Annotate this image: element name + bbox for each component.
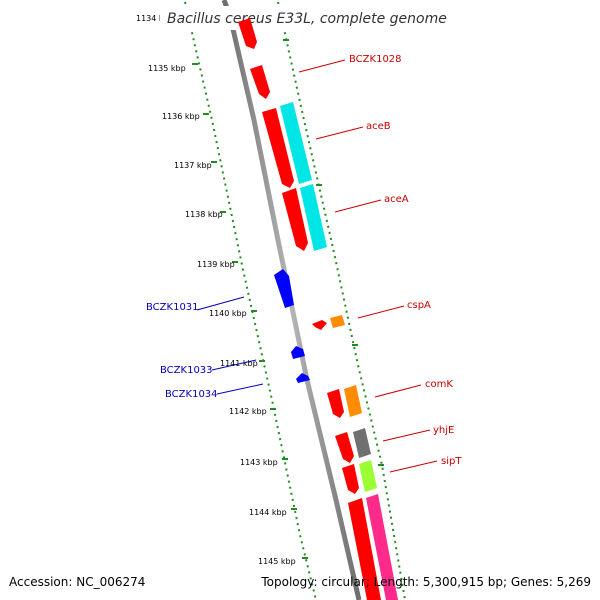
left-ruler — [184, 1, 317, 600]
leader-line — [315, 126, 364, 140]
label-bczk1028[interactable]: BCZK1028 — [349, 54, 402, 65]
tick-marks — [187, 15, 384, 559]
leader-line — [357, 305, 405, 319]
gene-bczk1031[interactable] — [274, 269, 294, 308]
label-bczk1031[interactable]: BCZK1031 — [146, 302, 199, 313]
label-leaders — [196, 59, 438, 473]
label-aceB[interactable]: aceB — [366, 121, 391, 132]
leader-line — [216, 383, 264, 395]
reverse-genes — [274, 269, 310, 383]
label-comK[interactable]: comK — [425, 379, 453, 390]
gene-bczk1027[interactable] — [238, 18, 257, 49]
topology-summary: Topology: circular; Length: 5,300,915 bp… — [260, 575, 591, 589]
label-yhjE[interactable]: yhjE — [433, 425, 454, 436]
gene-next[interactable] — [348, 498, 381, 600]
tick-labels: 1134 kbp 1135 kbp 1136 kbp 1137 kbp 1138… — [136, 14, 296, 566]
tick-label: 1136 kbp — [162, 112, 200, 121]
gene-labels: BCZK1028 aceB aceA cspA comK yhjE sipT B… — [146, 54, 462, 467]
forward-genes — [238, 18, 381, 600]
gene-aceB[interactable] — [262, 108, 294, 188]
gene-comK[interactable] — [327, 389, 344, 418]
gene-yhjE[interactable] — [335, 432, 354, 463]
label-aceA[interactable]: aceA — [384, 194, 409, 205]
tick-label: 1137 kbp — [174, 161, 212, 170]
leader-line — [382, 429, 431, 442]
tick-label: 1138 kbp — [185, 210, 223, 219]
tick-label: 1145 kbp — [258, 557, 296, 566]
gene-bczk1034[interactable] — [296, 373, 310, 383]
label-sipT[interactable]: sipT — [441, 456, 462, 467]
tick-label: 1144 kbp — [249, 508, 287, 517]
title-background — [160, 6, 445, 30]
tick-label: 1134 kbp — [136, 14, 174, 23]
leader-line — [334, 199, 382, 213]
label-bczk1034[interactable]: BCZK1034 — [165, 389, 218, 400]
label-bczk1033[interactable]: BCZK1033 — [160, 365, 213, 376]
cog-box-aceA[interactable] — [300, 184, 327, 251]
leader-line — [389, 460, 438, 473]
tick-label: 1143 kbp — [240, 458, 278, 467]
gene-sipT[interactable] — [342, 464, 359, 494]
gene-cspA[interactable] — [312, 320, 327, 330]
tick-label: 1142 kbp — [229, 407, 267, 416]
right-ruler — [277, 1, 406, 600]
leader-line — [211, 359, 257, 371]
page-title: Bacillus cereus E33L, complete genome — [167, 11, 447, 27]
leader-line — [374, 384, 422, 398]
label-cspA[interactable]: cspA — [407, 300, 431, 311]
accession-text: Accession: NC_006274 — [9, 575, 145, 589]
tick-label: 1135 kbp — [148, 64, 186, 73]
cog-box-aceB[interactable] — [280, 102, 312, 184]
leader-line — [196, 296, 245, 311]
tick-label: 1140 kbp — [209, 309, 247, 318]
cog-box-sipT[interactable] — [359, 460, 377, 492]
cog-box-comK[interactable] — [344, 385, 362, 417]
gene-aceA[interactable] — [282, 188, 308, 251]
cog-boxes — [280, 102, 398, 600]
cog-box-next[interactable] — [366, 494, 398, 600]
gene-bczk1033[interactable] — [291, 346, 305, 359]
cog-box-yhjE[interactable] — [353, 428, 371, 458]
cog-box-cspA[interactable] — [330, 315, 345, 328]
gene-bczk1028[interactable] — [250, 65, 270, 99]
leader-line — [298, 59, 346, 73]
tick-label: 1139 kbp — [197, 260, 235, 269]
